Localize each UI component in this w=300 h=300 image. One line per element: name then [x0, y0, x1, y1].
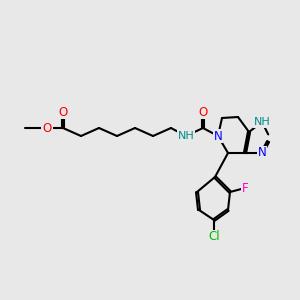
- Text: N: N: [214, 130, 222, 142]
- Text: NH: NH: [178, 131, 194, 141]
- Text: O: O: [42, 122, 52, 134]
- Text: N: N: [258, 146, 266, 160]
- Text: O: O: [58, 106, 68, 118]
- Text: N: N: [214, 130, 222, 142]
- Text: F: F: [242, 182, 248, 194]
- Text: Cl: Cl: [208, 230, 220, 244]
- Text: O: O: [198, 106, 208, 118]
- Text: NH: NH: [254, 117, 270, 127]
